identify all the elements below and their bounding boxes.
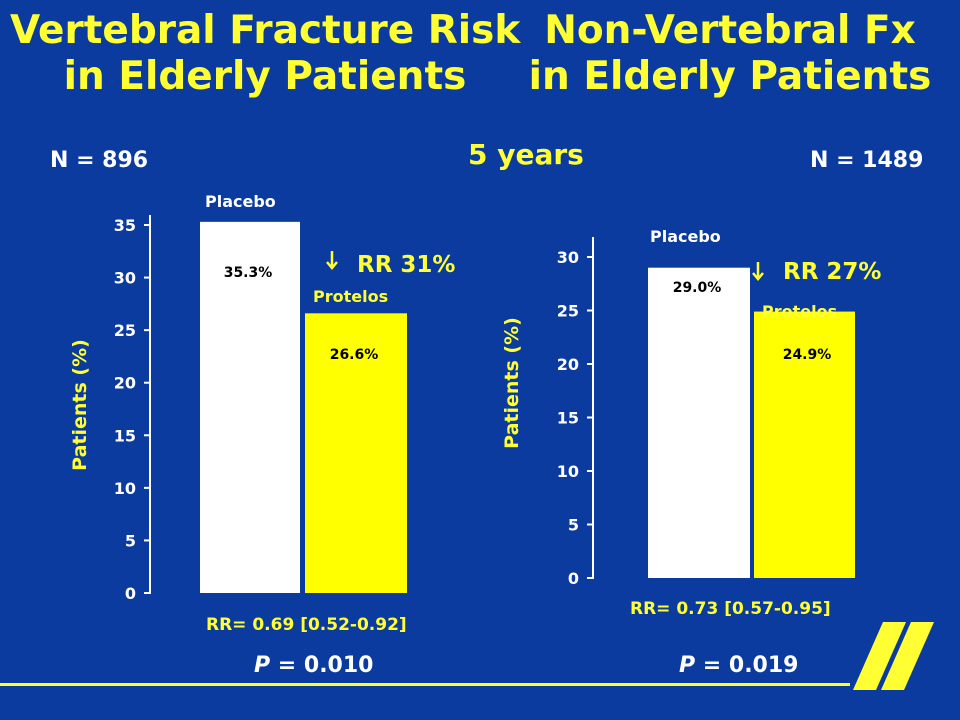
y-tick-label: 15 [557,409,579,428]
chart-title-right-line2: in Elderly Patients [528,54,932,99]
y-tick-label: 5 [568,516,579,535]
sample-size-right: N = 1489 [810,148,924,173]
logo-slash-right [881,622,934,690]
category-label-placebo: Placebo [205,192,276,211]
bar-protelos [305,313,407,593]
y-tick-label: 15 [114,426,136,445]
y-tick-label: 0 [125,584,136,603]
chart-left: 0 5 10 15 20 25 30 35 35.3% 26.6% Placebo Protelos R… [114,192,456,678]
y-tick-label: 35 [114,216,136,235]
duration-label: 5 years [468,138,584,171]
logo-slash-left [853,622,906,690]
p-value-label: P = 0.010 [254,653,373,678]
category-label-protelos: Protelos [313,287,388,306]
y-tick-label: 20 [114,374,136,393]
p-value-label: P = 0.019 [679,653,798,678]
chart-title-left: Vertebral Fracture Risk in Elderly Patie… [10,8,520,100]
footer-rule [0,683,850,686]
rr-reduction-label: RR 27% [783,259,881,285]
p-value-number: = 0.019 [703,653,799,678]
p-value-number: = 0.010 [278,653,374,678]
rr-ci-label: RR= 0.73 [0.57-0.95] [630,599,831,619]
y-tick-label: 30 [557,248,579,267]
p-value-symbol: P [679,653,703,678]
rr-reduction-label: RR 31% [357,252,455,278]
category-label-protelos: Protelos [762,302,837,321]
y-tick-label: 25 [114,321,136,340]
rr-ci-label: RR= 0.69 [0.52-0.92] [206,615,407,635]
brand-logo-slashes [853,622,934,690]
bar-data-label: 35.3% [224,265,273,281]
chart-right: 0 5 10 15 20 25 30 29.0% 24.9% Placebo Protelos RR … [557,227,882,678]
y-tick-label: 5 [125,531,136,550]
bar-protelos [754,311,855,578]
bar-placebo [200,221,300,594]
y-tick-label: 30 [114,269,136,288]
y-tick-label: 25 [557,302,579,321]
p-value-symbol: P [254,653,278,678]
chart-title-left-line1: Vertebral Fracture Risk [10,8,521,53]
chart-title-left-line2: in Elderly Patients [63,54,467,99]
bar-data-label: 26.6% [330,347,379,363]
bar-placebo [648,267,750,578]
bar-data-label: 29.0% [673,280,722,296]
chart-title-right: Non-Vertebral Fx in Elderly Patients [500,8,960,100]
category-label-placebo: Placebo [650,227,721,246]
sample-size-left: N = 896 [50,148,149,173]
y-tick-label: 10 [114,479,136,498]
down-arrow-icon [326,251,338,270]
down-arrow-icon [752,262,764,281]
chart-title-right-line1: Non-Vertebral Fx [544,8,916,53]
y-tick-label: 10 [557,462,579,481]
bar-data-label: 24.9% [783,347,832,363]
y-tick-label: 20 [557,355,579,374]
y-tick-label: 0 [568,569,579,588]
